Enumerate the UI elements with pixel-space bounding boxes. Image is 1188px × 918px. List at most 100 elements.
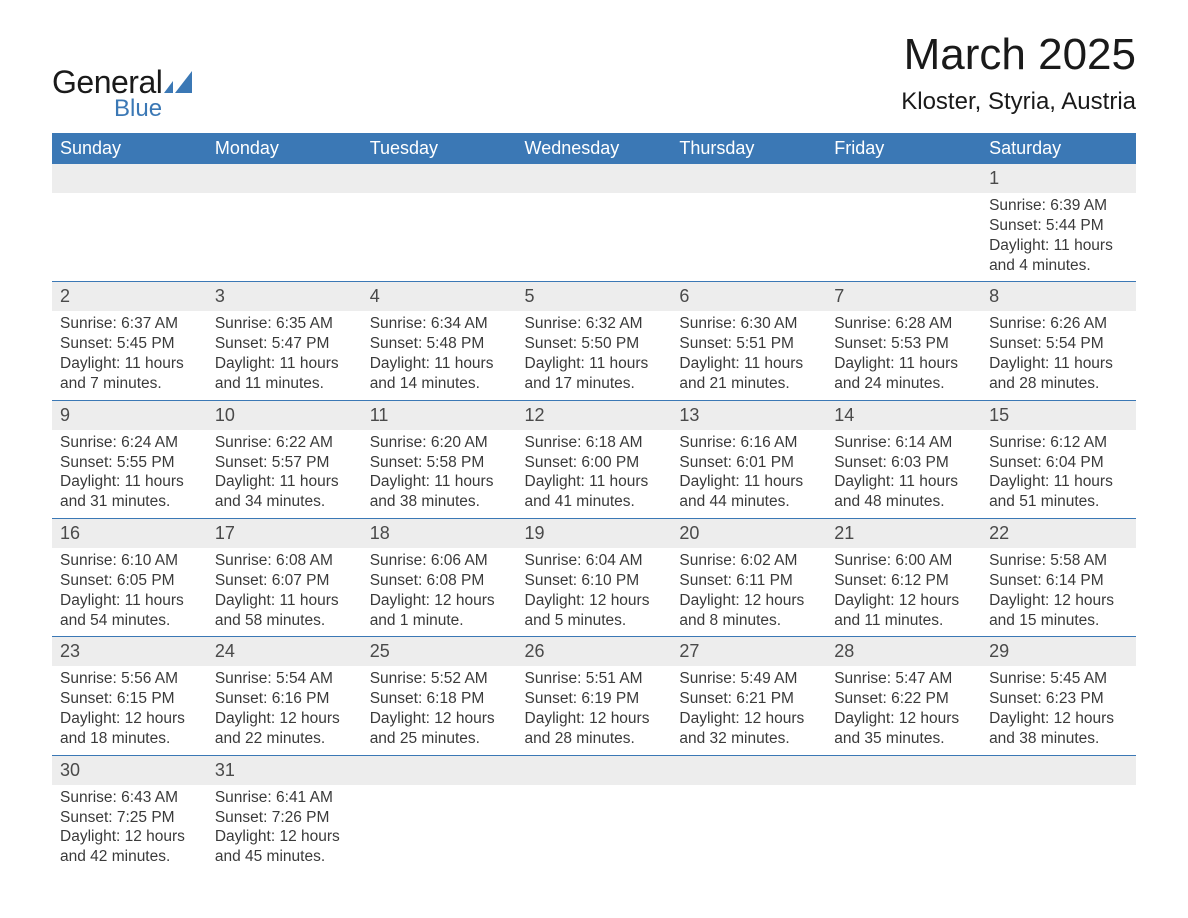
sunrise-text: Sunrise: 5:56 AM	[60, 669, 199, 689]
calendar-cell	[362, 755, 517, 873]
sunrise-text: Sunrise: 6:08 AM	[215, 551, 354, 571]
day-number: 16	[52, 519, 207, 548]
day-details: Sunrise: 6:10 AMSunset: 6:05 PMDaylight:…	[52, 548, 207, 636]
calendar-cell: 7Sunrise: 6:28 AMSunset: 5:53 PMDaylight…	[826, 282, 981, 400]
daylight-text: Daylight: 12 hours and 42 minutes.	[60, 827, 199, 867]
day-number: 11	[362, 401, 517, 430]
calendar-cell: 2Sunrise: 6:37 AMSunset: 5:45 PMDaylight…	[52, 282, 207, 400]
sunset-text: Sunset: 6:19 PM	[525, 689, 664, 709]
calendar-week: 9 Sunrise: 6:24 AMSunset: 5:55 PM Daylight…	[52, 400, 1136, 518]
day-number: 1	[981, 164, 1136, 193]
day-details: Sunrise: 6:39 AMSunset: 5:44 PMDaylight:…	[981, 193, 1136, 281]
sunset-text: Sunset: 5:53 PM	[834, 334, 973, 354]
sunset-text: Sunset: 5:51 PM	[679, 334, 818, 354]
day-details: Sunrise: 6:02 AMSunset: 6:11 PMDaylight:…	[671, 548, 826, 636]
daylight-text: Daylight: 11 hours and 38 minutes.	[370, 472, 509, 512]
day-details: Sunrise: 6:41 AMSunset: 7:26 PMDaylight:…	[207, 785, 362, 873]
calendar-cell	[981, 755, 1136, 873]
calendar-cell: 5Sunrise: 6:32 AMSunset: 5:50 PMDaylight…	[517, 282, 672, 400]
sunrise-text: Sunrise: 5:49 AM	[679, 669, 818, 689]
daylight-text: Daylight: 11 hours and 51 minutes.	[989, 472, 1128, 512]
sunset-text: Sunset: 6:00 PM	[525, 453, 664, 473]
sunrise-text: Sunrise: 6:26 AM	[989, 314, 1128, 334]
day-number: 3	[207, 282, 362, 311]
calendar-cell: 13Sunrise: 6:16 AMSunset: 6:01 PMDayligh…	[671, 400, 826, 518]
day-number: 17	[207, 519, 362, 548]
day-details: Sunrise: 6:26 AMSunset: 5:54 PMDaylight:…	[981, 311, 1136, 399]
day-number: 28	[826, 637, 981, 666]
calendar-cell: 10Sunrise: 6:22 AMSunset: 5:57 PMDayligh…	[207, 400, 362, 518]
day-number: 18	[362, 519, 517, 548]
calendar-cell: 11Sunrise: 6:20 AMSunset: 5:58 PMDayligh…	[362, 400, 517, 518]
sunset-text: Sunset: 6:07 PM	[215, 571, 354, 591]
logo: General Blue	[52, 64, 194, 123]
calendar-cell: 17 Sunrise: 6:08 AMSunset: 6:07 PMDayligh…	[207, 519, 362, 637]
daylight-text: Daylight: 11 hours and 48 minutes.	[834, 472, 973, 512]
calendar-cell: 14Sunrise: 6:14 AMSunset: 6:03 PMDayligh…	[826, 400, 981, 518]
sunrise-text: Sunrise: 6:28 AM	[834, 314, 973, 334]
sunrise-text: Sunrise: 6:04 AM	[525, 551, 664, 571]
day-header: Thursday	[671, 133, 826, 164]
calendar-cell: 28Sunrise: 5:47 AMSunset: 6:22 PMDayligh…	[826, 637, 981, 755]
sunset-text: Sunset: 5:58 PM	[370, 453, 509, 473]
sunset-text: Sunset: 6:04 PM	[989, 453, 1128, 473]
sunrise-text: Sunrise: 6:32 AM	[525, 314, 664, 334]
calendar-cell: 30Sunrise: 6:43 AMSunset: 7:25 PMDayligh…	[52, 755, 207, 873]
daylight-text: Daylight: 12 hours and 8 minutes.	[679, 591, 818, 631]
sunset-text: Sunset: 5:50 PM	[525, 334, 664, 354]
sunrise-text: Sunrise: 6:10 AM	[60, 551, 199, 571]
sunrise-text: Sunrise: 5:54 AM	[215, 669, 354, 689]
sunset-text: Sunset: 5:47 PM	[215, 334, 354, 354]
daylight-text: Daylight: 12 hours and 38 minutes.	[989, 709, 1128, 749]
day-number: 27	[671, 637, 826, 666]
sunset-text: Sunset: 5:55 PM	[60, 453, 199, 473]
calendar-cell: 15Sunrise: 6:12 AMSunset: 6:04 PMDayligh…	[981, 400, 1136, 518]
sunrise-text: Sunrise: 5:45 AM	[989, 669, 1128, 689]
daylight-text: Daylight: 11 hours and 44 minutes.	[679, 472, 818, 512]
calendar-table: Sunday Monday Tuesday Wednesday Thursday…	[52, 133, 1136, 873]
sunrise-text: Sunrise: 6:06 AM	[370, 551, 509, 571]
calendar-cell: 18Sunrise: 6:06 AMSunset: 6:08 PMDayligh…	[362, 519, 517, 637]
day-number: 19	[517, 519, 672, 548]
day-number: 29	[981, 637, 1136, 666]
day-details: Sunrise: 5:58 AMSunset: 6:14 PMDaylight:…	[981, 548, 1136, 636]
day-details: Sunrise: 5:47 AMSunset: 6:22 PMDaylight:…	[826, 666, 981, 754]
sunrise-text: Sunrise: 6:18 AM	[525, 433, 664, 453]
sunset-text: Sunset: 6:23 PM	[989, 689, 1128, 709]
sunrise-text: Sunrise: 5:51 AM	[525, 669, 664, 689]
sunrise-text: Sunrise: 6:43 AM	[60, 788, 199, 808]
day-details: Sunrise: 5:51 AMSunset: 6:19 PMDaylight:…	[517, 666, 672, 754]
day-details: Sunrise: 6:04 AMSunset: 6:10 PMDaylight:…	[517, 548, 672, 636]
day-details: Sunrise: 5:49 AMSunset: 6:21 PMDaylight:…	[671, 666, 826, 754]
calendar-cell: 4Sunrise: 6:34 AMSunset: 5:48 PMDaylight…	[362, 282, 517, 400]
day-number: 9	[52, 401, 207, 430]
calendar-cell: 3Sunrise: 6:35 AMSunset: 5:47 PMDaylight…	[207, 282, 362, 400]
daylight-text: Daylight: 12 hours and 35 minutes.	[834, 709, 973, 749]
day-header: Saturday	[981, 133, 1136, 164]
daylight-text: Daylight: 12 hours and 25 minutes.	[370, 709, 509, 749]
calendar-cell	[517, 164, 672, 282]
calendar-cell	[826, 755, 981, 873]
daylight-text: Daylight: 12 hours and 32 minutes.	[679, 709, 818, 749]
day-details: Sunrise: 6:30 AMSunset: 5:51 PMDaylight:…	[671, 311, 826, 399]
daylight-text: Daylight: 11 hours and 14 minutes.	[370, 354, 509, 394]
day-header: Friday	[826, 133, 981, 164]
day-number: 6	[671, 282, 826, 311]
sunrise-text: Sunrise: 6:24 AM	[60, 433, 199, 453]
day-number: 2	[52, 282, 207, 311]
month-title: March 2025	[901, 30, 1136, 80]
day-number: 4	[362, 282, 517, 311]
sunset-text: Sunset: 6:22 PM	[834, 689, 973, 709]
day-number	[517, 756, 672, 785]
day-number: 13	[671, 401, 826, 430]
daylight-text: Daylight: 11 hours and 58 minutes.	[215, 591, 354, 631]
calendar-cell	[362, 164, 517, 282]
day-details: Sunrise: 5:45 AMSunset: 6:23 PMDaylight:…	[981, 666, 1136, 754]
calendar-week: 2Sunrise: 6:37 AMSunset: 5:45 PMDaylight…	[52, 282, 1136, 400]
day-number: 21	[826, 519, 981, 548]
daylight-text: Daylight: 12 hours and 22 minutes.	[215, 709, 354, 749]
day-number	[362, 164, 517, 193]
sunrise-text: Sunrise: 6:34 AM	[370, 314, 509, 334]
sunset-text: Sunset: 6:03 PM	[834, 453, 973, 473]
day-header: Tuesday	[362, 133, 517, 164]
